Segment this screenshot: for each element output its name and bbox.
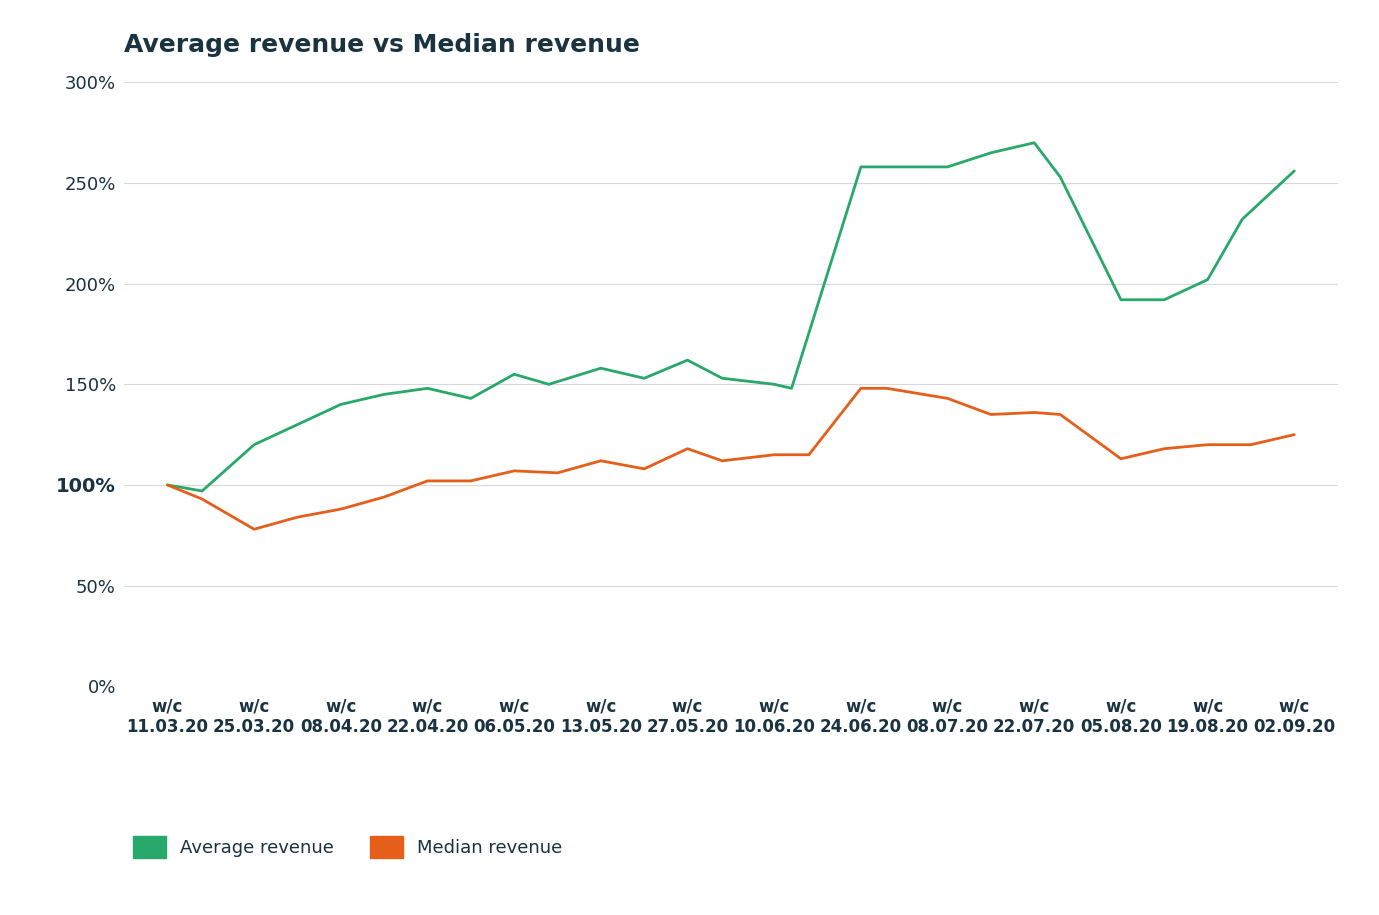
- Text: Average revenue vs Median revenue: Average revenue vs Median revenue: [124, 33, 640, 57]
- Legend: Average revenue, Median revenue: Average revenue, Median revenue: [134, 836, 563, 858]
